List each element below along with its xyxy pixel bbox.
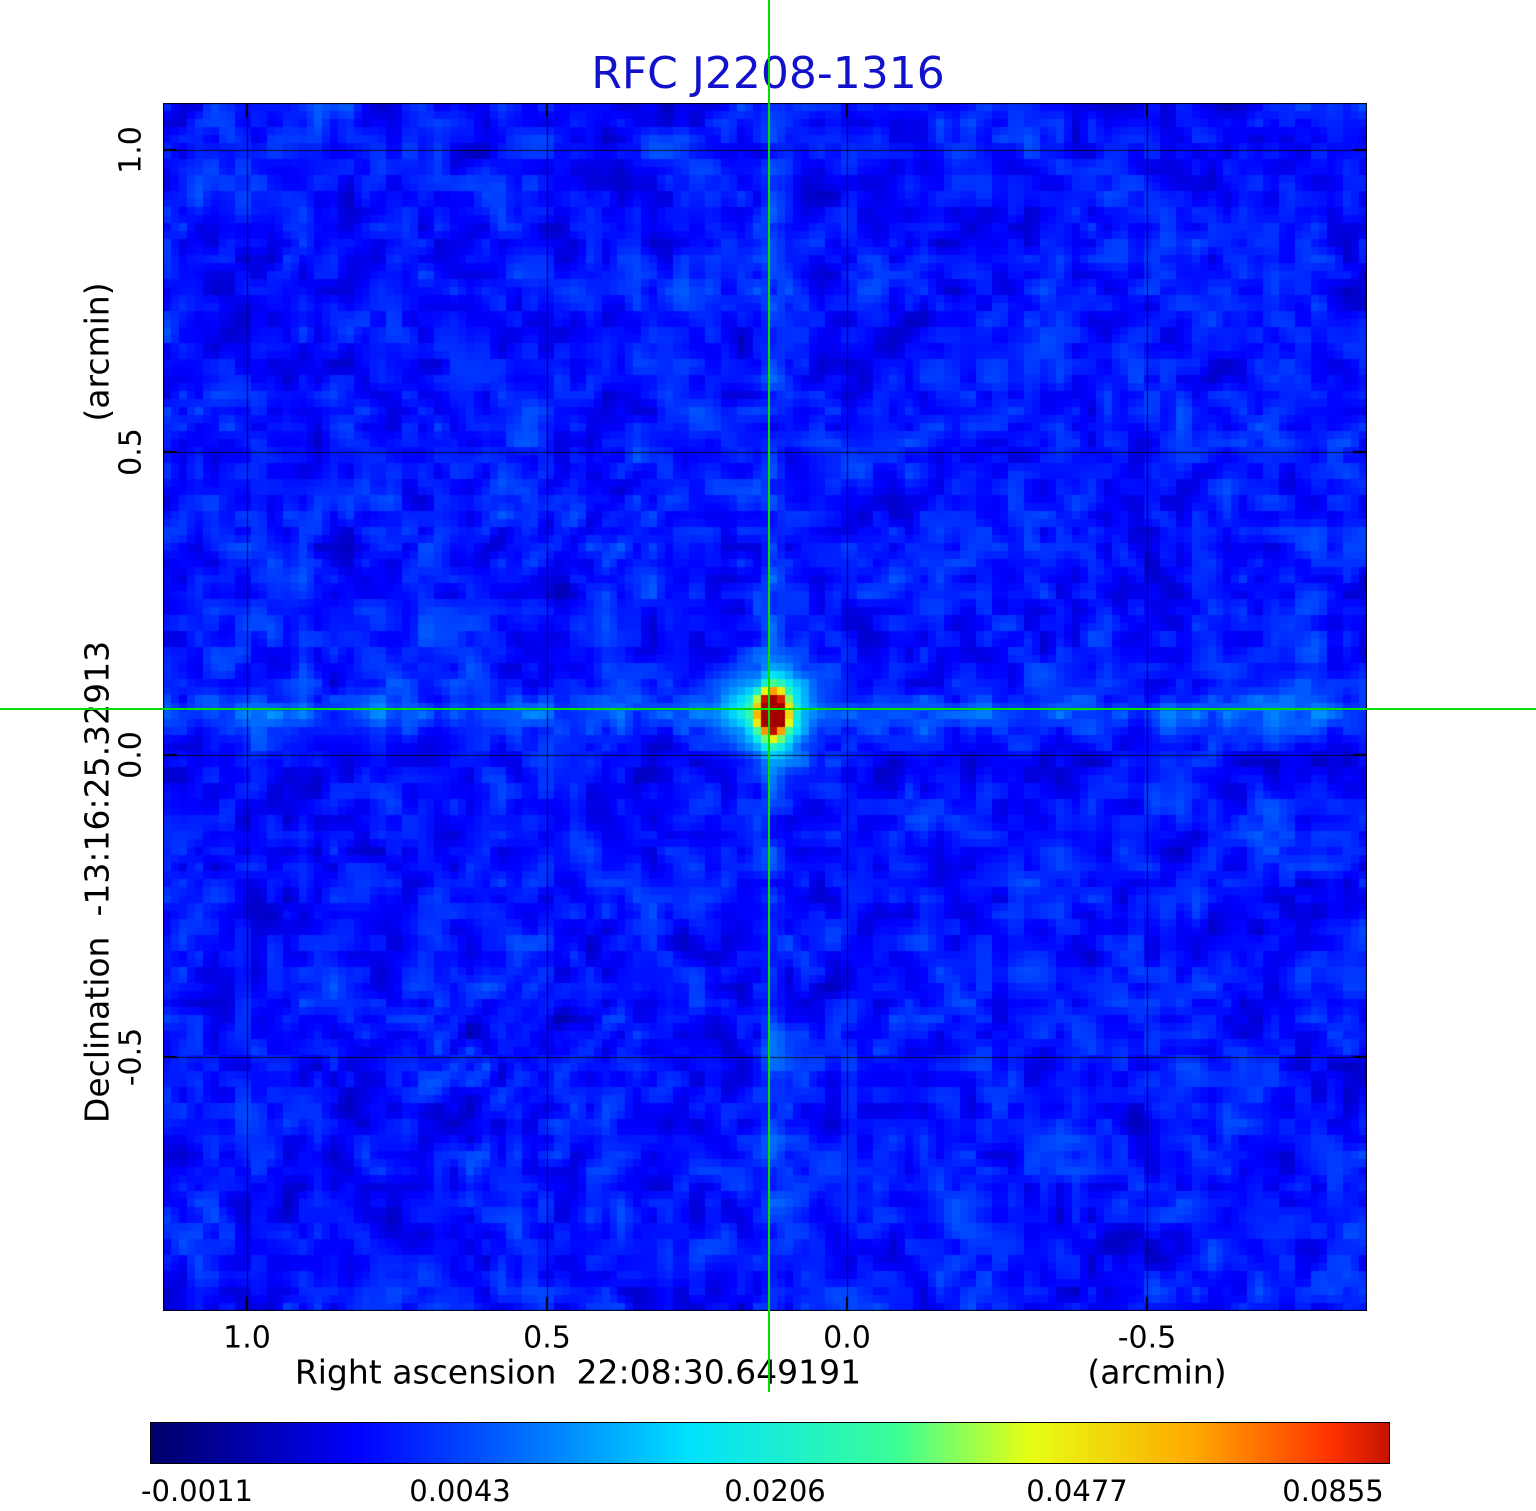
x-axis-unit-label: (arcmin) xyxy=(1087,1352,1227,1392)
x-axis-label: Right ascension 22:08:30.649191 xyxy=(295,1353,861,1392)
y-axis-name: Declination xyxy=(77,936,117,1124)
colorbar-gradient xyxy=(151,1423,1389,1463)
plot-area xyxy=(163,103,1367,1311)
y-tick-label: 1.0 xyxy=(113,126,149,174)
colorbar-tick-label: 0.0206 xyxy=(724,1474,826,1508)
y-tick-label: 0.0 xyxy=(113,731,149,779)
x-axis-coordinate: 22:08:30.649191 xyxy=(576,1352,862,1392)
colorbar-tick-label: 0.0477 xyxy=(1026,1474,1128,1508)
x-axis-name: Right ascension xyxy=(294,1352,557,1392)
colorbar-tick-label: -0.0011 xyxy=(141,1474,253,1508)
crosshair-vertical-line xyxy=(767,0,770,1392)
x-tick-label: -0.5 xyxy=(1117,1320,1177,1356)
crosshair-horizontal-line xyxy=(0,708,1536,711)
heatmap-canvas xyxy=(163,103,1367,1311)
colorbar-tick-label: 0.0855 xyxy=(1282,1474,1384,1508)
colorbar-tick-label: 0.0043 xyxy=(409,1474,511,1508)
y-tick-label: 0.5 xyxy=(113,428,149,476)
x-tick-label: 0.0 xyxy=(823,1320,871,1356)
colorbar xyxy=(150,1422,1390,1464)
y-axis-label: Declination -13:16:25.32913 xyxy=(78,641,117,1123)
y-axis-unit-label: (arcmin) xyxy=(77,282,117,422)
x-tick-label: 1.0 xyxy=(223,1320,271,1356)
x-tick-label: 0.5 xyxy=(523,1320,571,1356)
y-axis-coordinate: -13:16:25.32913 xyxy=(77,640,117,917)
y-tick-label: -0.5 xyxy=(113,1027,149,1087)
